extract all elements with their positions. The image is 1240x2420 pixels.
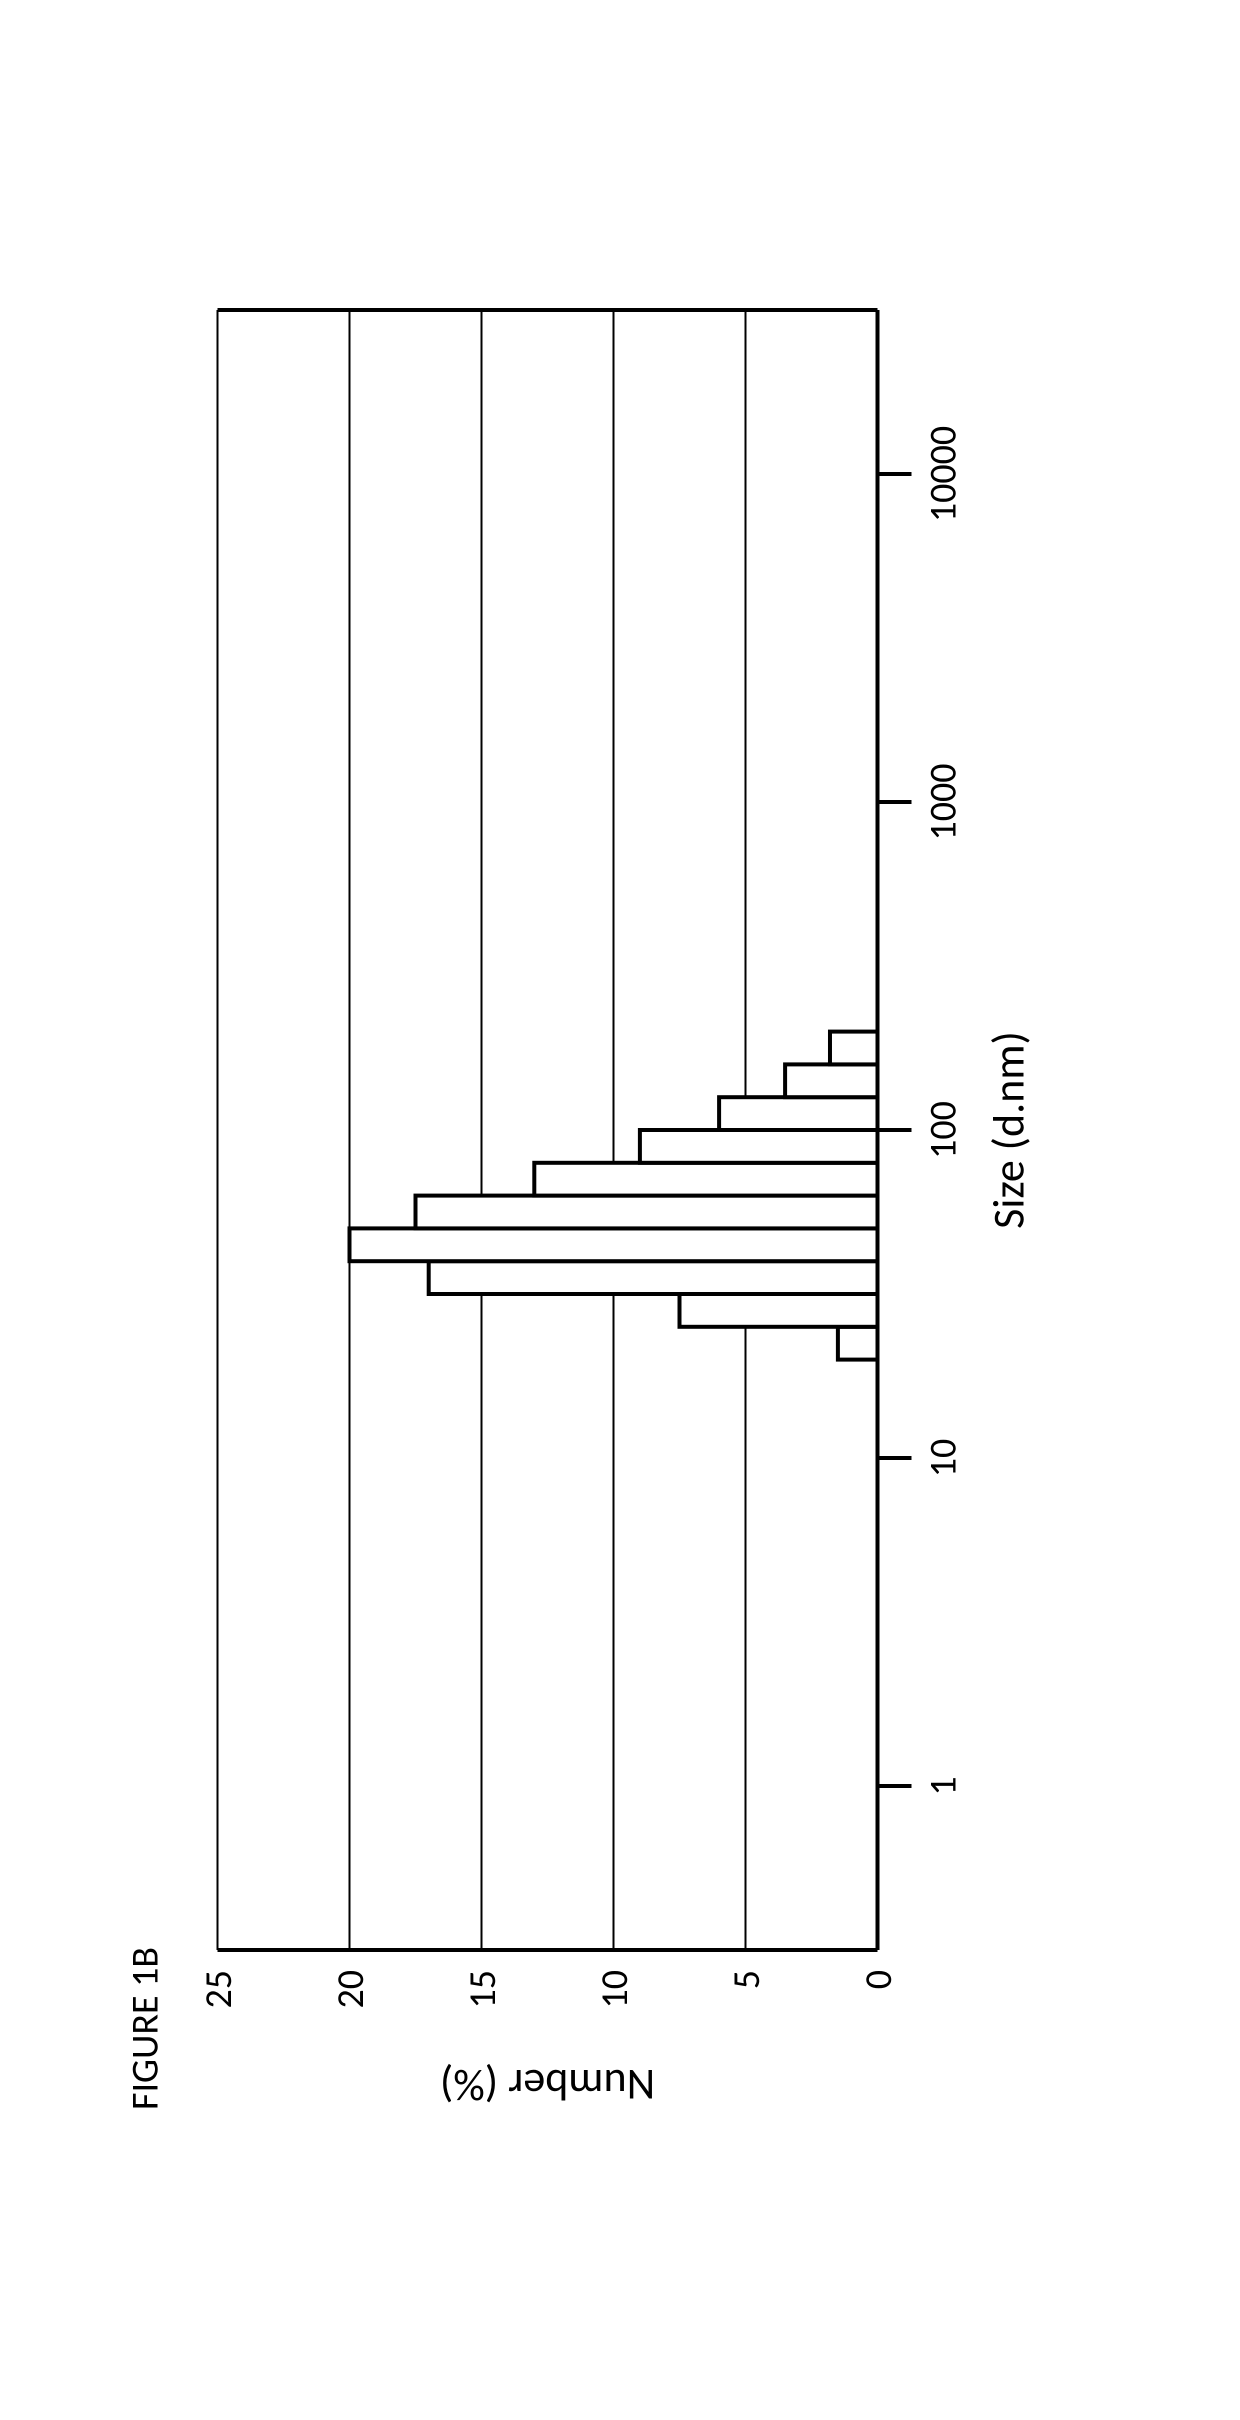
x-tick-label: 10000 — [921, 426, 967, 522]
histogram-bar — [830, 1032, 878, 1065]
y-tick-label: 5 — [724, 1970, 770, 1989]
y-tick-label: 20 — [328, 1970, 374, 2009]
y-tick-label: 25 — [196, 1970, 242, 2009]
y-tick-label: 10 — [592, 1970, 638, 2009]
histogram-bar — [350, 1228, 878, 1261]
histogram-bar — [838, 1327, 878, 1360]
histogram-bar — [416, 1196, 878, 1229]
histogram-bar — [429, 1261, 878, 1294]
x-tick-label: 1 — [921, 1776, 967, 1795]
figure-title: FIGURE 1B — [123, 1947, 169, 2110]
histogram-bar — [719, 1097, 877, 1130]
page: { "figure": { "title": "FIGURE 1B", "tit… — [0, 0, 1240, 2420]
size-distribution-chart: FIGURE 1B 0 5 10 15 20 25 Number (%) 1 10 100 1000 1… — [68, 210, 1168, 2210]
y-tick-label: 15 — [460, 1970, 506, 2009]
histogram-bar — [640, 1130, 878, 1163]
x-tick-label: 100 — [921, 1101, 967, 1159]
y-tick-label: 0 — [856, 1970, 902, 1989]
x-tick-label: 10 — [921, 1439, 967, 1478]
histogram-bar — [534, 1163, 877, 1196]
histogram-bar — [785, 1064, 877, 1097]
x-axis-label: Size (d.nm) — [982, 1031, 1036, 1229]
x-tick-label: 1000 — [921, 763, 967, 840]
histogram-bar — [680, 1294, 878, 1327]
y-axis-label: Number (%) — [440, 2058, 655, 2112]
chart-container: FIGURE 1B 0 5 10 15 20 25 Number (%) 1 10 100 1000 1… — [68, 210, 1173, 2210]
